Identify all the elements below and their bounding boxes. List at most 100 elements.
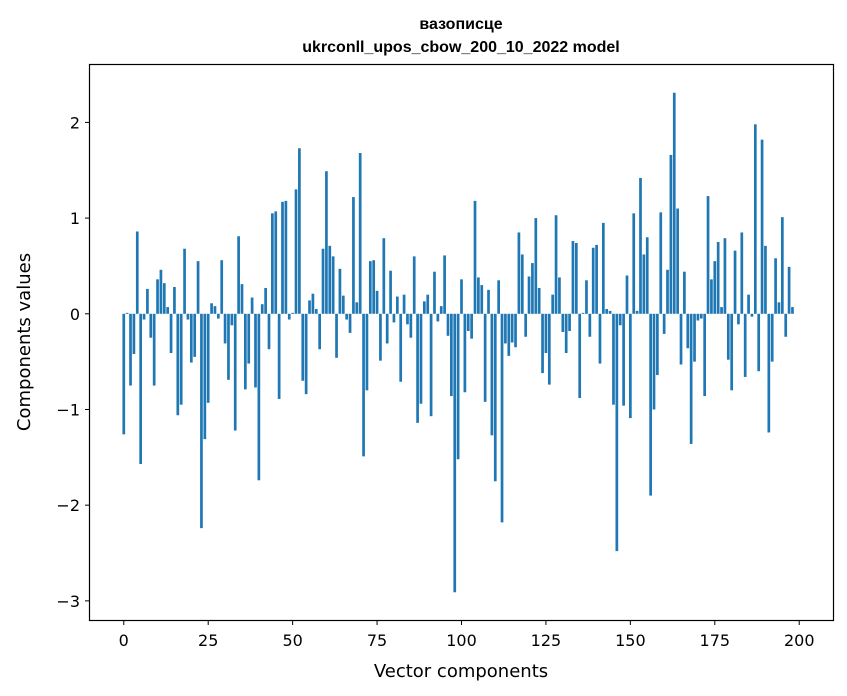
bar-195	[780, 217, 784, 314]
bar-11	[159, 269, 163, 314]
bar-144	[608, 310, 612, 314]
bar-10	[156, 279, 159, 314]
chart-title-line-2: ukrconll_upos_cbow_200_10_2022 model	[302, 39, 619, 56]
bar-134	[574, 242, 578, 314]
bar-40	[257, 313, 261, 481]
bar-138	[588, 313, 592, 337]
bar-136	[581, 312, 585, 314]
bar-7	[146, 288, 149, 314]
bar-80	[392, 313, 396, 323]
bar-24	[203, 313, 207, 440]
bar-43	[267, 313, 271, 350]
bar-76	[379, 313, 382, 361]
bar-130	[561, 313, 565, 332]
bar-37	[247, 313, 251, 364]
bar-165	[679, 313, 683, 365]
bar-42	[264, 287, 267, 314]
bar-107	[483, 313, 487, 402]
bar-98	[453, 313, 457, 593]
x-tick-label: 25	[198, 631, 218, 650]
bar-36	[244, 313, 247, 390]
bar-5	[139, 313, 143, 465]
bar-29	[220, 260, 224, 314]
bar-88	[419, 313, 423, 404]
bar-55	[308, 300, 311, 314]
bar-169	[693, 313, 696, 362]
bar-155	[645, 237, 649, 314]
bar-174	[710, 279, 713, 314]
bar-91	[429, 313, 433, 417]
y-tick-label: −3	[56, 592, 80, 611]
bar-193	[774, 258, 777, 314]
bar-0	[122, 313, 126, 435]
bar-52	[298, 148, 301, 314]
bar-109	[490, 313, 494, 436]
bar-163	[672, 92, 676, 314]
x-tick-label: 75	[367, 631, 387, 650]
bar-9	[152, 313, 156, 386]
y-tick-label: −1	[56, 400, 80, 419]
bar-162	[669, 154, 673, 314]
bar-151	[632, 213, 636, 314]
bar-135	[578, 313, 582, 398]
bar-20	[189, 313, 193, 363]
bar-83	[402, 294, 406, 314]
bar-1	[125, 312, 129, 314]
bar-61	[328, 245, 332, 314]
bar-189	[760, 139, 764, 314]
bar-110	[493, 313, 497, 482]
bar-177	[720, 307, 723, 314]
bar-84	[406, 313, 409, 325]
bar-3	[132, 313, 136, 354]
bar-126	[547, 313, 551, 385]
bar-67	[348, 313, 352, 333]
bar-66	[345, 313, 349, 320]
bar-125	[544, 313, 548, 354]
x-tick-label: 175	[700, 631, 731, 650]
bar-71	[362, 313, 365, 457]
bar-50	[291, 312, 294, 314]
bar-38	[250, 297, 254, 314]
bar-33	[233, 313, 237, 431]
bar-2	[129, 313, 132, 386]
bar-58	[318, 313, 321, 350]
bar-172	[703, 313, 707, 397]
bar-47	[281, 201, 284, 314]
bar-69	[355, 302, 359, 314]
bar-184	[743, 313, 747, 377]
bar-197	[787, 266, 791, 314]
x-tick-label: 125	[531, 631, 562, 650]
bar-39	[254, 313, 257, 388]
bar-137	[585, 280, 588, 314]
bar-95	[443, 255, 446, 314]
bar-104	[473, 200, 477, 314]
bar-139	[591, 247, 595, 314]
x-tick-label: 50	[282, 631, 302, 650]
bar-63	[335, 313, 338, 358]
bar-57	[314, 309, 318, 314]
bar-168	[689, 313, 693, 444]
bar-145	[612, 313, 615, 405]
bar-114	[507, 313, 511, 356]
bar-89	[423, 301, 426, 314]
bar-30	[223, 313, 227, 344]
bar-120	[527, 276, 531, 314]
bar-59	[321, 248, 325, 314]
x-tick-label: 0	[119, 631, 129, 650]
bar-143	[605, 309, 609, 314]
bar-121	[531, 263, 534, 314]
bar-54	[304, 313, 308, 395]
bar-185	[747, 294, 750, 314]
bar-17	[179, 313, 183, 405]
bar-176	[716, 242, 720, 314]
bar-152	[635, 310, 639, 314]
bar-26	[210, 303, 213, 314]
bar-132	[568, 313, 571, 332]
bar-133	[571, 241, 575, 314]
bar-44	[271, 213, 274, 314]
bar-48	[284, 200, 288, 314]
bar-154	[642, 254, 646, 314]
bar-157	[652, 313, 656, 410]
